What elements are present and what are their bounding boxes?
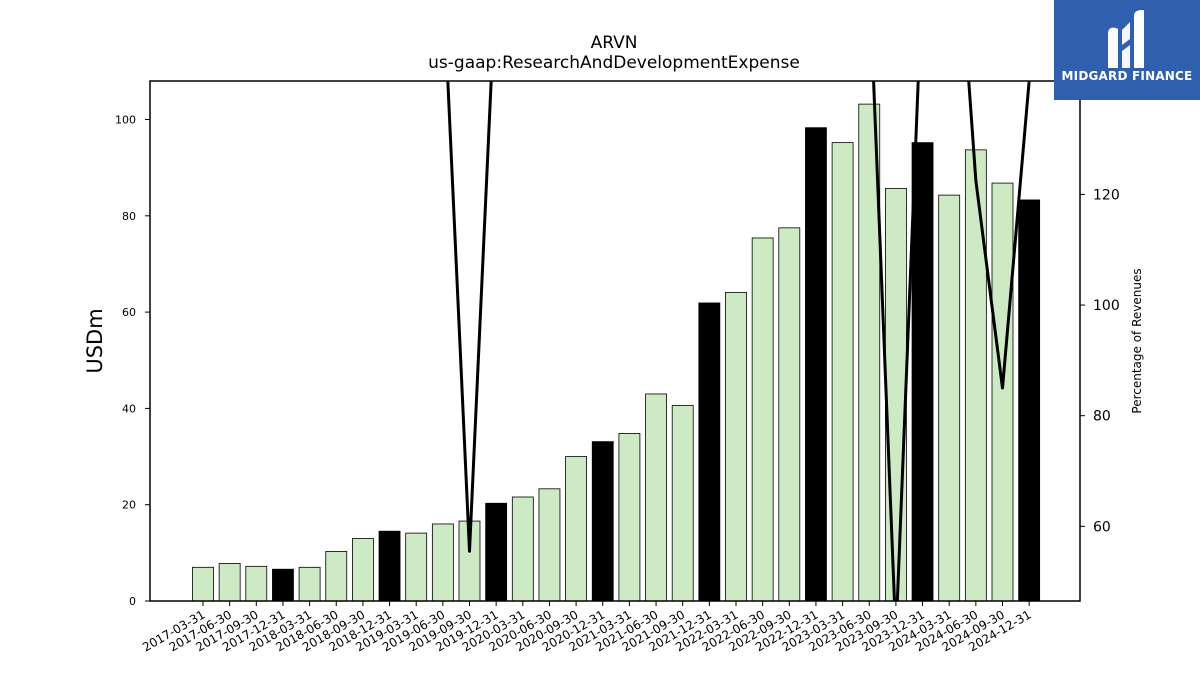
bar-2020-06-30 bbox=[538, 488, 561, 602]
pct-revenue-line-1 bbox=[872, 81, 1031, 601]
bar-2022-03-31 bbox=[725, 291, 747, 602]
bar-2022-06-30 bbox=[751, 237, 774, 602]
bar-2023-03-31 bbox=[831, 142, 854, 602]
y-tick-label: 60 bbox=[122, 306, 136, 319]
bar-2024-12-31 bbox=[1018, 199, 1041, 602]
y2-axis-label: Percentage of Revenues bbox=[1130, 268, 1144, 413]
logo-text: MIDGARD FINANCE bbox=[1061, 69, 1193, 83]
bar-2021-09-30 bbox=[671, 405, 694, 602]
bar-2020-09-30 bbox=[565, 456, 587, 602]
bar-2024-06-30 bbox=[964, 149, 987, 602]
bar-2018-12-31 bbox=[378, 530, 401, 602]
bar-2019-12-31 bbox=[485, 502, 508, 602]
bar-2017-09-30 bbox=[245, 565, 268, 602]
y-axis-right: 60 80 100 120 bbox=[1080, 187, 1120, 535]
y2-tick-label: 80 bbox=[1093, 409, 1111, 425]
bar-2022-12-31 bbox=[805, 127, 827, 602]
y-tick-label: 80 bbox=[122, 210, 136, 223]
bar-2020-03-31 bbox=[511, 496, 534, 602]
bar-2017-03-31 bbox=[192, 566, 214, 602]
bar-2018-09-30 bbox=[351, 538, 374, 602]
bar-2018-03-31 bbox=[298, 566, 321, 602]
bar-2019-03-31 bbox=[405, 532, 428, 602]
y-tick-label: 40 bbox=[122, 402, 136, 415]
bar-2019-06-30 bbox=[431, 523, 454, 602]
y2-tick-label: 60 bbox=[1093, 519, 1111, 535]
bar-2017-06-30 bbox=[218, 563, 241, 602]
chart-subtitle: us-gaap:ResearchAndDevelopmentExpense bbox=[428, 53, 800, 73]
bar-2024-09-30 bbox=[991, 182, 1014, 602]
y2-tick-label: 100 bbox=[1093, 298, 1120, 314]
bar-2018-06-30 bbox=[325, 551, 348, 602]
y-axis-left: 0 20 40 60 80 100 bbox=[115, 114, 150, 608]
bar-2021-03-31 bbox=[618, 433, 641, 602]
bar-2023-09-30 bbox=[885, 187, 907, 602]
y-tick-label: 100 bbox=[115, 114, 136, 127]
bars-group bbox=[192, 103, 1041, 602]
y-tick-label: 20 bbox=[122, 499, 136, 512]
y-axis-label: USDm bbox=[83, 308, 107, 373]
y2-tick-label: 120 bbox=[1093, 187, 1120, 203]
logo-mark-icon bbox=[1108, 10, 1144, 68]
bar-2021-06-30 bbox=[645, 393, 667, 602]
brand-logo: MIDGARD FINANCE bbox=[1054, 0, 1200, 100]
chart-title: ARVN bbox=[591, 33, 638, 53]
x-axis: 2017-03-312017-06-302017-09-302017-12-31… bbox=[140, 601, 1034, 654]
bar-2023-12-31 bbox=[911, 142, 934, 602]
y-tick-label: 0 bbox=[129, 595, 136, 608]
bar-2024-03-31 bbox=[938, 194, 961, 602]
line-group bbox=[446, 81, 1031, 601]
bar-2017-12-31 bbox=[272, 568, 294, 602]
plot-frame bbox=[149, 80, 1081, 602]
pct-revenue-line-0 bbox=[446, 81, 493, 553]
bar-2021-12-31 bbox=[698, 302, 721, 602]
bar-2020-12-31 bbox=[591, 441, 614, 602]
bar-2022-09-30 bbox=[778, 227, 801, 602]
